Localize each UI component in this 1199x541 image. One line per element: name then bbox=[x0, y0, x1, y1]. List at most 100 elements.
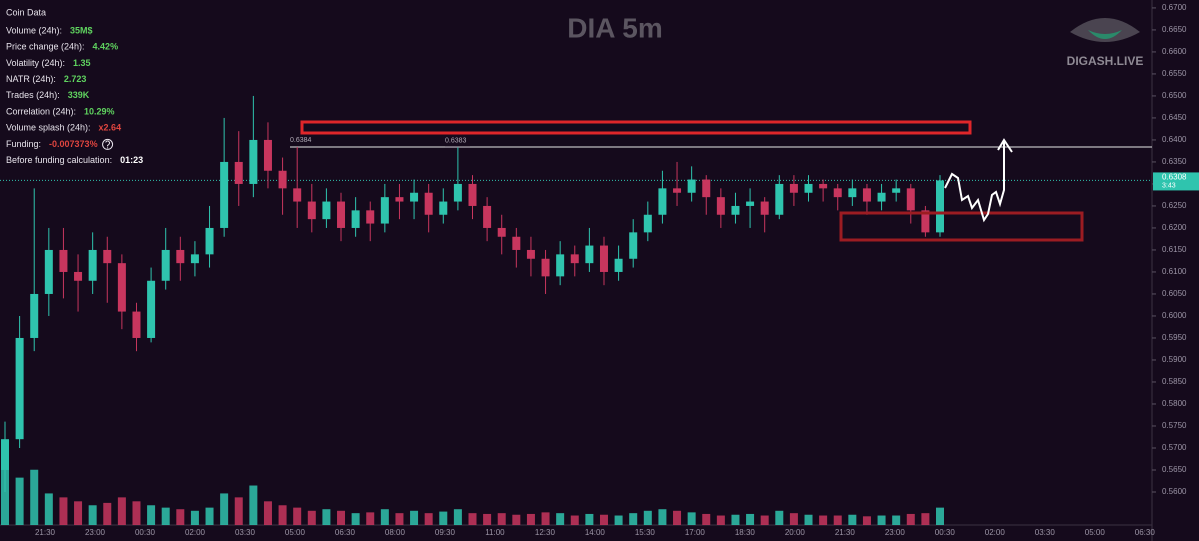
x-tick-label: 20:00 bbox=[785, 528, 806, 537]
x-tick-label: 00:30 bbox=[135, 528, 156, 537]
volume-bar bbox=[921, 513, 930, 525]
y-tick-label: 0.6250 bbox=[1162, 201, 1187, 210]
candle-body bbox=[278, 170, 287, 189]
y-tick-label: 0.5700 bbox=[1162, 443, 1187, 452]
volume-bar bbox=[234, 497, 243, 525]
volume-bar bbox=[687, 512, 696, 525]
volume-bar bbox=[614, 515, 623, 525]
candle-body bbox=[819, 183, 828, 189]
candle-body bbox=[921, 210, 930, 233]
volume-bar bbox=[220, 493, 229, 525]
candle-body bbox=[395, 197, 404, 202]
x-tick-label: 12:30 bbox=[535, 528, 556, 537]
volume-bar bbox=[278, 505, 287, 525]
coin-data-label: NATR (24h): bbox=[6, 74, 56, 84]
candle-body bbox=[453, 183, 462, 202]
candle-body bbox=[234, 161, 243, 184]
coin-data-value: 4.42% bbox=[93, 42, 119, 52]
volume-bar bbox=[789, 513, 798, 525]
candle-body bbox=[249, 139, 258, 184]
volume-bar bbox=[59, 497, 68, 525]
volume-bar bbox=[775, 510, 784, 525]
volume-bar bbox=[30, 469, 39, 525]
candle-body bbox=[15, 337, 24, 440]
candle-body bbox=[892, 188, 901, 193]
coin-data-label: Before funding calculation: bbox=[6, 155, 112, 165]
y-tick-label: 0.6450 bbox=[1162, 113, 1187, 122]
volume-bar bbox=[161, 507, 170, 525]
coin-data-value: 01:23 bbox=[120, 155, 143, 165]
volume-bar bbox=[804, 514, 813, 525]
volume-bar bbox=[15, 477, 24, 525]
candle-body bbox=[44, 249, 53, 294]
chart-title: DIA 5m bbox=[567, 12, 662, 43]
candle-body bbox=[337, 201, 346, 228]
coin-data-title: Coin Data bbox=[6, 7, 46, 17]
volume-bar bbox=[176, 509, 185, 525]
candle-body bbox=[59, 249, 68, 272]
candle-body bbox=[468, 183, 477, 206]
volume-bar bbox=[906, 513, 915, 525]
y-tick-label: 0.6000 bbox=[1162, 311, 1187, 320]
candle-body bbox=[585, 245, 594, 264]
y-tick-label: 0.6650 bbox=[1162, 25, 1187, 34]
x-tick-label: 21:30 bbox=[35, 528, 56, 537]
last-price-label: 0.6308 bbox=[1162, 173, 1187, 182]
volume-bar bbox=[366, 512, 375, 525]
volume-bar bbox=[453, 509, 462, 525]
candle-body bbox=[541, 258, 550, 277]
candle-body bbox=[775, 183, 784, 215]
coin-data-label: Price change (24h): bbox=[6, 42, 85, 52]
candle-body bbox=[380, 197, 389, 224]
coin-data-label: Volume (24h): bbox=[6, 25, 62, 35]
resistance-zone bbox=[300, 120, 972, 135]
candle-body bbox=[526, 249, 535, 259]
x-tick-label: 11:00 bbox=[485, 528, 505, 537]
volume-bar bbox=[380, 509, 389, 525]
coin-data-label: Volume splash (24h): bbox=[6, 123, 91, 133]
candle-body bbox=[702, 179, 711, 198]
candle-body bbox=[687, 179, 696, 193]
candle-body bbox=[410, 192, 419, 202]
x-tick-label: 06:30 bbox=[1135, 528, 1156, 537]
volume-bar bbox=[731, 514, 740, 525]
volume-bar bbox=[512, 514, 521, 525]
volume-bar bbox=[746, 513, 755, 525]
candle-body bbox=[117, 263, 126, 312]
coin-data-value: 339K bbox=[68, 90, 90, 100]
x-tick-label: 14:00 bbox=[585, 528, 606, 537]
volume-bar bbox=[395, 513, 404, 525]
y-tick-label: 0.5850 bbox=[1162, 377, 1187, 386]
x-tick-label: 08:00 bbox=[385, 528, 406, 537]
volume-bar bbox=[410, 510, 419, 525]
coin-data-value: -0.007373% bbox=[49, 139, 98, 149]
y-tick-label: 0.6350 bbox=[1162, 157, 1187, 166]
volume-bar bbox=[526, 513, 535, 525]
x-tick-label: 03:30 bbox=[235, 528, 256, 537]
volume-bar bbox=[468, 513, 477, 525]
projection-drawing bbox=[944, 138, 1013, 223]
volume-bar bbox=[760, 515, 769, 525]
x-tick-label: 06:30 bbox=[335, 528, 356, 537]
level-label: 0.6384 bbox=[290, 137, 312, 144]
volume-bar bbox=[658, 509, 667, 525]
candle-body bbox=[673, 188, 682, 193]
candle-body bbox=[293, 188, 302, 202]
x-tick-label: 02:00 bbox=[185, 528, 206, 537]
candle-body bbox=[862, 188, 871, 202]
support-zone bbox=[839, 211, 1084, 242]
coin-data-value: 35M$ bbox=[70, 25, 93, 35]
candle-body bbox=[716, 197, 725, 215]
last-price-tag bbox=[1153, 172, 1199, 191]
candle-body bbox=[760, 201, 769, 215]
candle-body bbox=[439, 201, 448, 215]
y-tick-label: 0.5800 bbox=[1162, 399, 1187, 408]
volume-bar bbox=[44, 493, 53, 525]
volume-bar bbox=[117, 497, 126, 525]
y-tick-label: 0.5950 bbox=[1162, 333, 1187, 342]
volume-bar bbox=[337, 510, 346, 525]
candle-body bbox=[322, 201, 331, 220]
y-tick-label: 0.6150 bbox=[1162, 245, 1187, 254]
y-tick-label: 0.5900 bbox=[1162, 355, 1187, 364]
